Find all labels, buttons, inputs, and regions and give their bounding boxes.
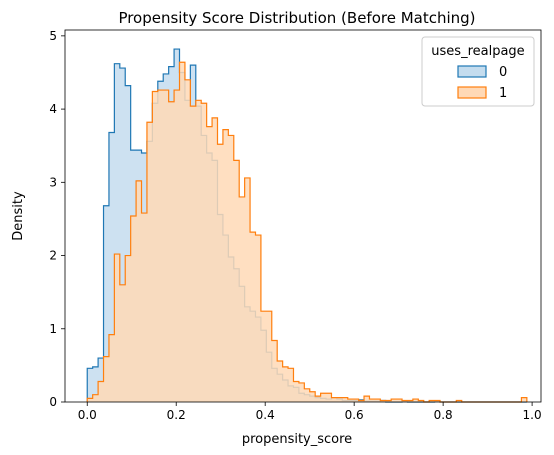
legend-label-0: 0 — [499, 65, 507, 80]
x-tick-label: 0.6 — [345, 408, 364, 422]
x-tick-label: 0.8 — [434, 408, 453, 422]
y-axis-label: Density — [11, 191, 26, 241]
x-tick-label: 0.0 — [78, 408, 97, 422]
legend-title: uses_realpage — [431, 44, 524, 59]
y-tick-label: 5 — [49, 29, 57, 43]
legend-label-1: 1 — [499, 86, 507, 101]
x-axis-label: propensity_score — [242, 432, 352, 447]
x-axis-ticks: 0.0 0.2 0.4 0.6 0.8 1.0 — [78, 402, 542, 422]
y-tick-label: 0 — [49, 395, 57, 409]
chart-title: Propensity Score Distribution (Before Ma… — [118, 9, 475, 27]
legend-swatch-1 — [457, 86, 487, 99]
x-tick-label: 0.4 — [256, 408, 275, 422]
plot-frame — [64, 29, 542, 403]
series-1-outline — [86, 61, 528, 403]
y-tick-label: 4 — [49, 102, 57, 116]
y-axis-ticks: 0 1 2 3 4 5 — [49, 29, 65, 409]
legend: uses_realpage 0 1 — [421, 36, 535, 107]
x-tick-label: 0.2 — [167, 408, 186, 422]
y-tick-label: 3 — [49, 175, 57, 189]
y-tick-label: 2 — [49, 249, 57, 263]
y-tick-label: 1 — [49, 322, 57, 336]
legend-swatch-0 — [457, 65, 487, 78]
series-1 — [86, 61, 528, 403]
series-1-area — [87, 62, 527, 403]
x-tick-label: 1.0 — [523, 408, 542, 422]
